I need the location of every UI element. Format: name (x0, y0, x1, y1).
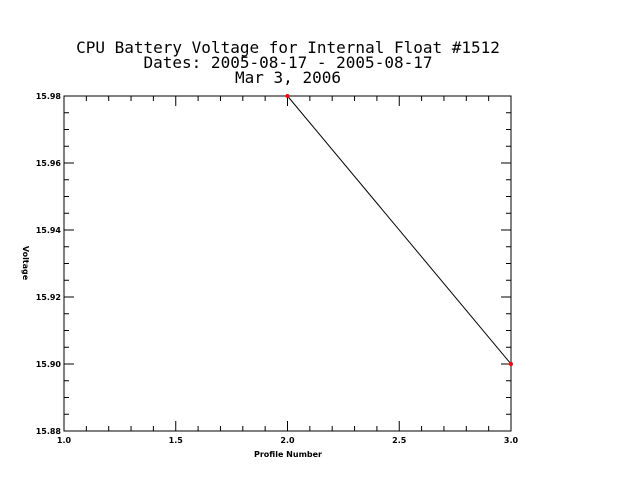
y-axis: 15.88 15.90 15.92 15.94 15.96 15.98 (36, 92, 511, 436)
x-tick-label: 3.0 (504, 436, 519, 445)
series-line (287, 95, 512, 365)
y-tick-label: 15.98 (36, 92, 62, 101)
chart-title-line-3: Mar 3, 2006 (235, 68, 341, 87)
plot-frame (63, 95, 512, 432)
x-axis: 1.0 1.5 2.0 2.5 3.0 (57, 96, 519, 445)
x-tick-label: 1.5 (169, 436, 184, 445)
x-axis-label: Profile Number (254, 450, 322, 459)
x-tick-label: 2.5 (392, 436, 407, 445)
y-tick-label: 15.88 (36, 427, 62, 436)
y-tick-label: 15.90 (36, 360, 62, 369)
series-voltage (285, 94, 513, 366)
data-point (285, 94, 290, 98)
y-tick-label: 15.94 (36, 226, 62, 235)
y-tick-label: 15.92 (36, 293, 61, 302)
data-point (509, 362, 513, 366)
chart-title-line-1: CPU Battery Voltage for Internal Float #… (76, 38, 500, 57)
x-tick-label: 2.0 (280, 436, 295, 445)
x-tick-label: 1.0 (57, 436, 72, 445)
chart-title-line-2: Dates: 2005-08-17 - 2005-08-17 (144, 53, 433, 72)
y-tick-label: 15.96 (36, 159, 62, 168)
y-axis-label: Voltage (21, 246, 30, 281)
